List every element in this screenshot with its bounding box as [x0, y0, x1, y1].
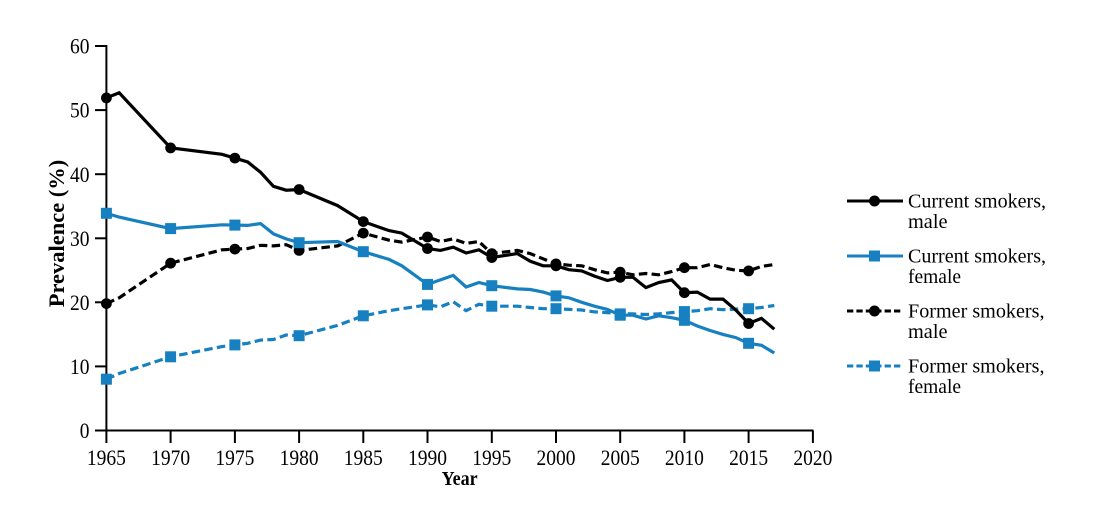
- svg-text:20: 20: [70, 290, 90, 315]
- svg-text:male: male: [908, 211, 948, 233]
- svg-text:1990: 1990: [408, 445, 447, 470]
- svg-text:Prevalence (%): Prevalence (%): [44, 160, 69, 308]
- svg-text:female: female: [908, 266, 961, 288]
- svg-text:Current smokers,: Current smokers,: [908, 246, 1046, 268]
- svg-text:2015: 2015: [729, 445, 768, 470]
- svg-text:30: 30: [70, 226, 90, 251]
- svg-text:2010: 2010: [665, 445, 704, 470]
- svg-text:Year: Year: [442, 468, 478, 490]
- svg-text:40: 40: [70, 162, 90, 187]
- svg-text:1985: 1985: [344, 445, 383, 470]
- svg-text:Former smokers,: Former smokers,: [908, 301, 1045, 323]
- svg-text:1980: 1980: [280, 445, 319, 470]
- svg-text:60: 60: [70, 34, 90, 59]
- svg-text:2020: 2020: [793, 445, 832, 470]
- svg-text:1995: 1995: [472, 445, 511, 470]
- svg-text:Former smokers,: Former smokers,: [908, 356, 1045, 378]
- svg-text:1965: 1965: [87, 445, 126, 470]
- svg-text:10: 10: [70, 354, 90, 379]
- svg-text:2005: 2005: [601, 445, 640, 470]
- svg-text:1975: 1975: [215, 445, 254, 470]
- svg-text:male: male: [908, 321, 948, 343]
- svg-text:50: 50: [70, 98, 90, 123]
- svg-text:female: female: [908, 376, 961, 398]
- svg-text:Current smokers,: Current smokers,: [908, 191, 1046, 213]
- svg-text:2000: 2000: [537, 445, 576, 470]
- svg-text:1970: 1970: [151, 445, 190, 470]
- svg-text:0: 0: [80, 418, 90, 443]
